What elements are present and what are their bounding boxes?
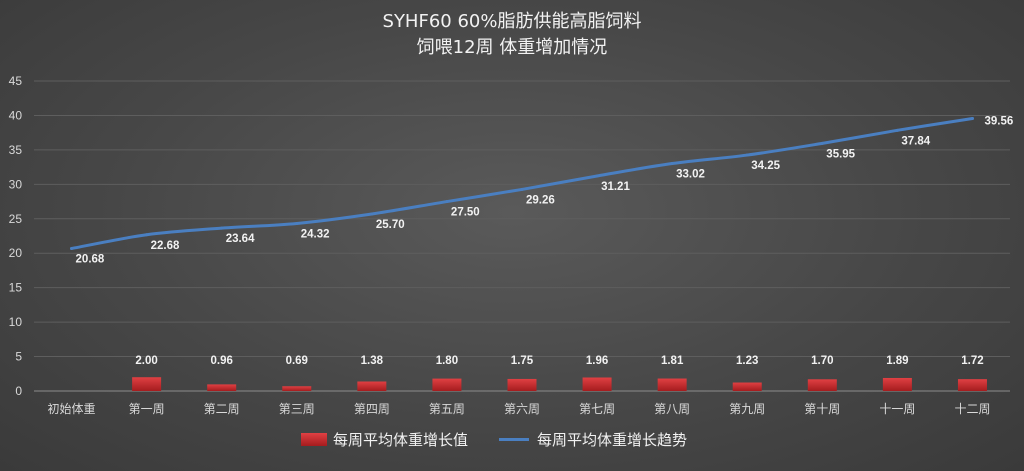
legend-bar-label: 每周平均体重增长值 bbox=[333, 431, 468, 449]
bar-data-label: 1.38 bbox=[361, 355, 384, 367]
bar-data-label: 1.70 bbox=[811, 355, 833, 367]
line-point bbox=[445, 200, 449, 204]
bar bbox=[582, 377, 612, 391]
line-data-label: 24.32 bbox=[301, 228, 330, 240]
x-tick-label: 第二周 bbox=[204, 402, 240, 416]
legend: 每周平均体重增长值 每周平均体重增长趋势 bbox=[301, 431, 687, 449]
x-tick-label: 第六周 bbox=[504, 402, 540, 416]
line-data-label: 37.84 bbox=[901, 135, 930, 147]
bar bbox=[207, 384, 237, 391]
line-data-label: 27.50 bbox=[451, 207, 480, 219]
line-data-label: 20.68 bbox=[76, 254, 105, 266]
y-tick-label: 25 bbox=[9, 212, 23, 226]
line-point bbox=[70, 247, 74, 251]
bar bbox=[807, 379, 837, 391]
bar-data-label: 0.69 bbox=[286, 355, 308, 367]
line-series: 20.68 22.68 23.64 24.32 25.70 27.50 29.26 31.21… bbox=[70, 115, 1013, 266]
bar-data-label: 1.72 bbox=[961, 355, 983, 367]
y-tick-label: 30 bbox=[9, 177, 23, 191]
line-point bbox=[820, 141, 824, 145]
bar bbox=[657, 378, 687, 391]
bar bbox=[507, 378, 537, 391]
line-point bbox=[145, 233, 149, 237]
legend-bar-swatch bbox=[301, 433, 327, 446]
line-data-label: 25.70 bbox=[376, 219, 405, 231]
bar-data-label: 1.81 bbox=[661, 355, 684, 367]
bar bbox=[957, 379, 987, 391]
y-tick-label: 0 bbox=[15, 384, 22, 398]
line-data-label: 35.95 bbox=[826, 148, 855, 160]
y-tick-label: 45 bbox=[9, 74, 23, 88]
bar bbox=[432, 378, 462, 391]
chart-title-line2: 饲喂12周 体重增加情况 bbox=[417, 37, 608, 58]
x-tick-label: 十一周 bbox=[879, 402, 915, 416]
bar-data-label: 1.80 bbox=[436, 355, 458, 367]
bar bbox=[732, 382, 762, 391]
x-tick-label: 第十周 bbox=[804, 402, 840, 416]
line-point bbox=[595, 174, 599, 178]
trend-line bbox=[70, 116, 974, 251]
legend-line-label: 每周平均体重增长趋势 bbox=[537, 431, 687, 449]
line-point bbox=[370, 212, 374, 216]
x-axis: 初始体重 第一周 第二周 第三周 第四周 第五周 第六周 第七周 第八周 第九周 第十周 十一周 十二周 bbox=[48, 402, 991, 416]
line-point bbox=[895, 128, 899, 132]
bar bbox=[132, 377, 162, 391]
bar-data-label: 1.75 bbox=[511, 355, 534, 367]
bar-data-label: 1.23 bbox=[736, 355, 758, 367]
x-tick-label: 第八周 bbox=[654, 402, 690, 416]
line-point bbox=[970, 116, 974, 120]
line-data-label: 33.02 bbox=[676, 169, 705, 181]
line-data-label: 22.68 bbox=[151, 240, 180, 252]
line-data-label: 39.56 bbox=[984, 115, 1013, 127]
y-axis: 0 5 10 15 20 25 30 35 40 45 bbox=[9, 74, 23, 398]
line-data-label: 31.21 bbox=[601, 181, 630, 193]
y-tick-label: 40 bbox=[9, 108, 23, 122]
gridlines bbox=[34, 80, 1010, 392]
line-data-label: 34.25 bbox=[751, 160, 780, 172]
x-tick-label: 十二周 bbox=[954, 402, 990, 416]
line-point bbox=[520, 187, 524, 191]
x-tick-label: 第三周 bbox=[279, 402, 315, 416]
x-tick-label: 初始体重 bbox=[48, 402, 96, 416]
line-point bbox=[295, 221, 299, 225]
y-tick-label: 10 bbox=[9, 315, 23, 329]
x-tick-label: 第五周 bbox=[429, 402, 465, 416]
bar-data-label: 1.89 bbox=[886, 355, 908, 367]
bar bbox=[357, 381, 387, 391]
bar-series: 2.00 0.96 0.69 1.38 1.80 1.75 1.96 1.81 1.23 1.70… bbox=[132, 355, 987, 391]
bar-data-label: 0.96 bbox=[210, 355, 232, 367]
bar bbox=[282, 386, 312, 391]
x-tick-label: 第四周 bbox=[354, 402, 390, 416]
line-data-label: 29.26 bbox=[526, 194, 555, 206]
x-tick-label: 第一周 bbox=[129, 402, 165, 416]
line-point bbox=[745, 153, 749, 157]
y-tick-label: 35 bbox=[9, 143, 23, 157]
line-data-label: 23.64 bbox=[226, 233, 255, 245]
y-tick-label: 15 bbox=[9, 281, 23, 295]
bar-data-label: 2.00 bbox=[135, 355, 157, 367]
y-tick-label: 5 bbox=[15, 350, 22, 364]
y-tick-label: 20 bbox=[9, 246, 23, 260]
line-point bbox=[670, 162, 674, 166]
bar bbox=[882, 377, 912, 391]
x-tick-label: 第七周 bbox=[579, 402, 615, 416]
line-point bbox=[220, 226, 224, 230]
bar-data-label: 1.96 bbox=[586, 355, 608, 367]
chart-title-line1: SYHF60 60%脂肪供能高脂饲料 bbox=[383, 11, 642, 32]
x-tick-label: 第九周 bbox=[729, 402, 765, 416]
